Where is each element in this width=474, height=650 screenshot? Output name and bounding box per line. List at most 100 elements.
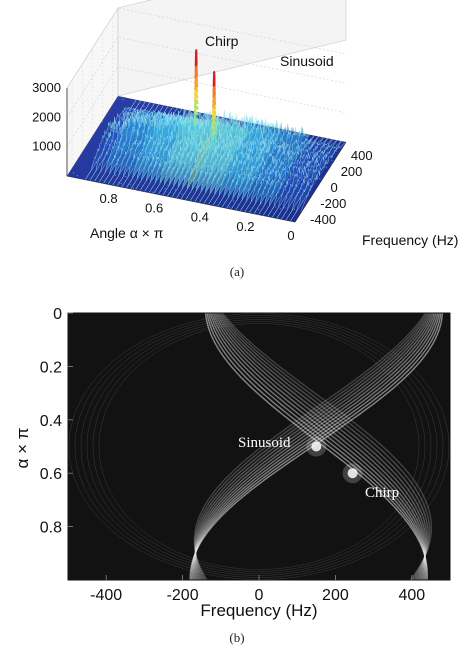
sinusoid-peak-contour xyxy=(211,131,217,140)
floor-speckle xyxy=(315,146,317,148)
floor-speckle xyxy=(242,156,244,158)
floor-speckle xyxy=(152,191,154,193)
floor-speckle xyxy=(301,161,303,164)
sinusoid-peak-contour xyxy=(211,142,218,151)
floor-speckle xyxy=(167,184,169,186)
floor-speckle xyxy=(301,178,303,180)
floor-speckle xyxy=(169,171,171,173)
floor-speckle xyxy=(174,154,176,156)
chirp-annotation-3d: Chirp xyxy=(205,33,239,49)
floor-speckle xyxy=(196,140,198,142)
floor-speckle xyxy=(271,131,273,133)
envelope-contour xyxy=(86,319,432,574)
floor-speckle xyxy=(219,118,221,120)
frequency-tick-label-3d: -400 xyxy=(310,212,336,227)
floor-speckle xyxy=(323,150,325,152)
floor-speckle xyxy=(118,124,121,126)
angle-axis-label: Angle α × π xyxy=(90,225,164,241)
floor-speckle xyxy=(285,196,288,198)
floor-speckle xyxy=(243,147,245,149)
chirp-ridge xyxy=(210,312,426,581)
floor-speckle xyxy=(119,148,122,150)
chirp-ridge xyxy=(221,312,433,581)
sinusoid-ridge xyxy=(192,312,439,581)
floor-speckle xyxy=(231,171,233,173)
frequency-axis-label: Frequency (Hz) xyxy=(200,601,317,620)
floor-speckle xyxy=(101,120,103,122)
surface-strip xyxy=(112,105,164,186)
chirp-peak-contour xyxy=(193,129,200,139)
floor-speckle xyxy=(143,105,145,108)
floor-speckle xyxy=(136,153,138,155)
sinusoid-ridge xyxy=(194,312,434,581)
floor-speckle xyxy=(174,136,176,138)
floor-speckle xyxy=(99,163,101,165)
floor-speckle xyxy=(256,181,258,183)
floor-speckle xyxy=(229,206,231,208)
floor-speckle xyxy=(332,138,334,141)
floor-speckle xyxy=(284,207,286,209)
chirp-ridge xyxy=(220,312,431,581)
floor-speckle xyxy=(190,180,192,182)
floor-speckle xyxy=(171,136,173,138)
floor-speckle xyxy=(200,137,202,139)
floor-speckle xyxy=(262,159,264,161)
floor-speckle xyxy=(73,172,75,174)
floor-speckle xyxy=(169,191,171,193)
floor-speckle xyxy=(136,133,138,135)
sinusoid-peak-contour xyxy=(211,136,218,146)
floor-speckle xyxy=(315,168,317,170)
floor-speckle xyxy=(175,155,177,157)
floor-speckle xyxy=(208,142,210,144)
alpha-tick-label: 0.6 xyxy=(40,466,62,483)
floor-speckle xyxy=(245,187,247,189)
floor-speckle xyxy=(119,120,121,122)
floor-speckle xyxy=(319,178,321,180)
floor-speckle xyxy=(227,180,229,182)
floor-speckle xyxy=(260,131,262,133)
chirp-peak-contour xyxy=(193,111,199,121)
sinusoid-ridge xyxy=(194,312,430,581)
floor-speckle xyxy=(251,151,253,153)
floor-speckle xyxy=(189,122,192,124)
floor-speckle xyxy=(118,182,120,184)
z-gridline xyxy=(66,7,347,89)
frequency-axis-label-3d: Frequency (Hz) xyxy=(362,232,458,248)
floor-speckle xyxy=(115,130,117,133)
chirp-annotation: Chirp xyxy=(365,485,399,501)
floor-speckle xyxy=(278,180,280,182)
floor-speckle xyxy=(216,153,218,155)
sinusoid-peak-glow xyxy=(306,436,327,457)
floor-speckle xyxy=(259,182,262,184)
floor-speckle xyxy=(153,102,155,104)
floor-speckle xyxy=(130,135,132,137)
floor-speckle xyxy=(326,167,328,169)
chirp-peak-contour xyxy=(193,105,199,115)
floor-speckle xyxy=(260,163,262,165)
surface-peaks xyxy=(193,49,218,151)
floor-speckle xyxy=(247,132,249,134)
alpha-tick-label: 0 xyxy=(53,306,62,323)
sinusoid-peak-contour xyxy=(211,120,217,130)
floor-speckle xyxy=(199,123,201,125)
chirp-ridge xyxy=(215,312,427,581)
angle-tick-label: 0.2 xyxy=(236,219,254,234)
chirp-peak xyxy=(347,468,358,479)
floor-speckle xyxy=(243,189,245,191)
heatmap-peaks xyxy=(306,436,363,484)
z-tick-label: 3000 xyxy=(32,80,61,95)
floor-speckle xyxy=(195,186,197,188)
floor-speckle xyxy=(120,182,122,184)
frequency-tick-label: 400 xyxy=(398,587,425,604)
frequency-tick-label-3d: 200 xyxy=(341,164,363,179)
floor-speckle xyxy=(283,169,285,171)
floor-speckle xyxy=(128,167,130,169)
floor-speckle xyxy=(220,123,222,125)
floor-speckle xyxy=(109,163,111,165)
floor-speckle xyxy=(323,160,325,162)
floor-speckle xyxy=(298,153,300,155)
chirp-ridge xyxy=(206,312,428,581)
floor-speckle xyxy=(273,151,275,153)
floor-speckle xyxy=(275,206,277,208)
floor-speckle xyxy=(114,174,117,176)
